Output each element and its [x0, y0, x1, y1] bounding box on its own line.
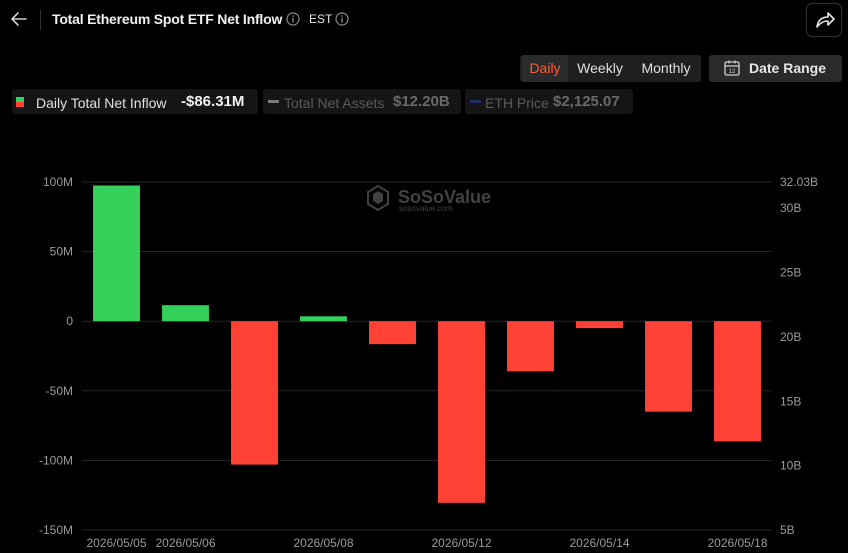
y-right-tick-label: 30B [780, 201, 801, 215]
x-tick-label: 2026/05/08 [293, 536, 353, 550]
y-right-tick-label: 15B [780, 394, 801, 408]
y-right-tick-label: 20B [780, 330, 801, 344]
y-left-tick-label: -150M [39, 523, 73, 537]
calendar-icon: 12 [724, 60, 740, 76]
assets-legend-marker [268, 100, 279, 103]
bar [162, 305, 209, 322]
legend-inflow-label: Daily Total Net Inflow [36, 95, 167, 111]
y-right-tick-label: 5B [780, 523, 795, 537]
bar [438, 321, 485, 503]
price-legend-marker [470, 100, 481, 103]
header-divider [40, 10, 41, 30]
timezone-info-icon[interactable] [335, 12, 349, 26]
y-axis-left: 100M 50M 0 -50M -100M -150M [39, 175, 73, 537]
watermark-brand: SoSoValue [398, 187, 491, 207]
legend-assets-label: Total Net Assets [284, 95, 385, 111]
bar [300, 316, 347, 322]
bar [507, 321, 554, 372]
y-left-tick-label: 50M [50, 245, 73, 259]
x-tick-label: 2026/05/12 [431, 536, 491, 550]
page-title: Total Ethereum Spot ETF Net Inflow [52, 11, 283, 27]
legend-assets-value: $12.20B [393, 93, 450, 110]
sosovalue-watermark: SoSoValue sosovalue.com [367, 184, 491, 213]
share-button[interactable] [806, 3, 842, 37]
date-range-button[interactable]: 12 Date Range [709, 55, 842, 82]
legend-inflow-value: -$86.31M [181, 93, 245, 110]
y-left-tick-label: -100M [39, 453, 73, 467]
title-info-icon[interactable] [286, 12, 300, 26]
x-tick-label: 2026/05/18 [707, 536, 767, 550]
bar [369, 321, 416, 345]
inflow-legend-marker [16, 97, 24, 107]
svg-text:12: 12 [729, 69, 736, 75]
back-arrow-icon[interactable] [8, 8, 30, 30]
bar-series [93, 185, 761, 503]
bar [93, 185, 140, 322]
timezone-label: EST [309, 12, 333, 26]
y-right-tick-label: 32.03B [780, 175, 818, 189]
x-axis: 2026/05/05 2026/05/06 2026/05/08 2026/05/12… [86, 536, 767, 550]
chart-grid [82, 181, 772, 531]
y-left-tick-label: 100M [43, 175, 73, 189]
bar [576, 321, 623, 329]
legend-total-net-assets[interactable]: Total Net Assets $12.20B [263, 89, 461, 114]
y-left-tick-label: -50M [46, 384, 73, 398]
legend-price-label: ETH Price [485, 95, 549, 111]
bar [714, 321, 761, 442]
tab-monthly[interactable]: Monthly [641, 60, 691, 76]
watermark-site: sosovalue.com [399, 204, 453, 213]
y-left-tick-label: 0 [66, 314, 73, 328]
tab-daily[interactable]: Daily [522, 55, 568, 82]
y-right-tick-label: 25B [780, 266, 801, 280]
period-tabs: Daily Weekly Monthly [520, 55, 701, 82]
top-bar: Total Ethereum Spot ETF Net Inflow EST [0, 0, 848, 40]
y-axis-right: 32.03B 30B 25B 20B 15B 10B 5B [780, 175, 818, 537]
date-range-label: Date Range [749, 60, 827, 76]
legend-price-value: $2,125.07 [553, 93, 620, 110]
share-icon [816, 12, 835, 28]
x-tick-label: 2026/05/06 [155, 536, 215, 550]
net-inflow-chart: SoSoValue sosovalue.com 100M 50M 0 -50M -100… [39, 175, 818, 550]
bar [231, 321, 278, 465]
legend-eth-price[interactable]: ETH Price $2,125.07 [465, 89, 633, 114]
legend-daily-net-inflow[interactable]: Daily Total Net Inflow -$86.31M [12, 89, 258, 114]
x-tick-label: 2026/05/05 [86, 536, 146, 550]
x-tick-label: 2026/05/14 [569, 536, 629, 550]
bar [645, 321, 692, 412]
tab-weekly[interactable]: Weekly [577, 60, 623, 76]
y-right-tick-label: 10B [780, 459, 801, 473]
